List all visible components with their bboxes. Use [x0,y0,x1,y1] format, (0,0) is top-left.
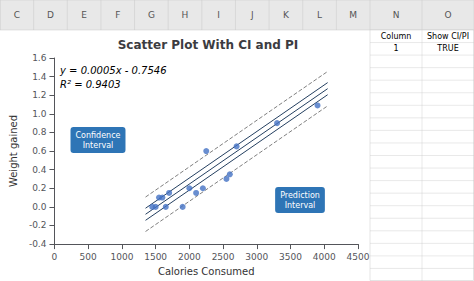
svg-text:O: O [444,10,451,20]
svg-text:2500: 2500 [212,252,235,262]
svg-text:Interval: Interval [83,141,114,150]
svg-text:D: D [47,10,54,20]
svg-text:1.4: 1.4 [32,72,47,82]
svg-text:G: G [148,10,155,20]
svg-text:0.4: 0.4 [32,165,47,175]
svg-text:I: I [217,10,220,20]
svg-text:1.2: 1.2 [32,90,46,100]
svg-text:Confidence: Confidence [76,131,121,140]
svg-text:N: N [393,10,400,20]
svg-text:0.2: 0.2 [32,183,46,193]
svg-text:Weight gained: Weight gained [8,115,19,187]
svg-text:Interval: Interval [285,201,316,210]
svg-text:C: C [14,10,20,20]
svg-text:0.6: 0.6 [32,146,47,156]
svg-text:Show CI/PI: Show CI/PI [427,32,469,41]
svg-text:3000: 3000 [245,252,268,262]
svg-text:E: E [81,10,87,20]
svg-text:TRUE: TRUE [436,44,458,53]
svg-text:L: L [317,10,322,20]
svg-text:-0.2: -0.2 [29,220,47,230]
svg-text:1500: 1500 [144,252,167,262]
svg-text:1.6: 1.6 [32,53,47,63]
svg-text:y = 0.0005x - 0.7546: y = 0.0005x - 0.7546 [59,65,167,76]
svg-text:-0.4: -0.4 [29,239,47,249]
svg-text:J: J [250,10,254,20]
svg-text:1: 1 [393,44,398,53]
svg-text:4500: 4500 [347,252,370,262]
svg-text:0.8: 0.8 [32,127,47,137]
svg-text:1.0: 1.0 [32,109,47,119]
svg-text:2000: 2000 [178,252,201,262]
svg-text:Scatter Plot With CI and PI: Scatter Plot With CI and PI [118,38,299,52]
svg-text:F: F [115,10,120,20]
svg-text:H: H [182,10,189,20]
svg-text:K: K [283,10,290,20]
svg-text:0: 0 [52,252,58,262]
svg-text:4000: 4000 [313,252,336,262]
svg-text:1000: 1000 [110,252,133,262]
svg-text:Calories Consumed: Calories Consumed [158,266,255,277]
svg-text:500: 500 [80,252,97,262]
svg-text:3500: 3500 [279,252,302,262]
svg-text:M: M [349,10,357,20]
svg-text:Prediction: Prediction [280,191,320,200]
svg-text:0.0: 0.0 [32,202,47,212]
svg-text:R² = 0.9403: R² = 0.9403 [60,79,121,90]
svg-text:Column: Column [381,32,412,41]
